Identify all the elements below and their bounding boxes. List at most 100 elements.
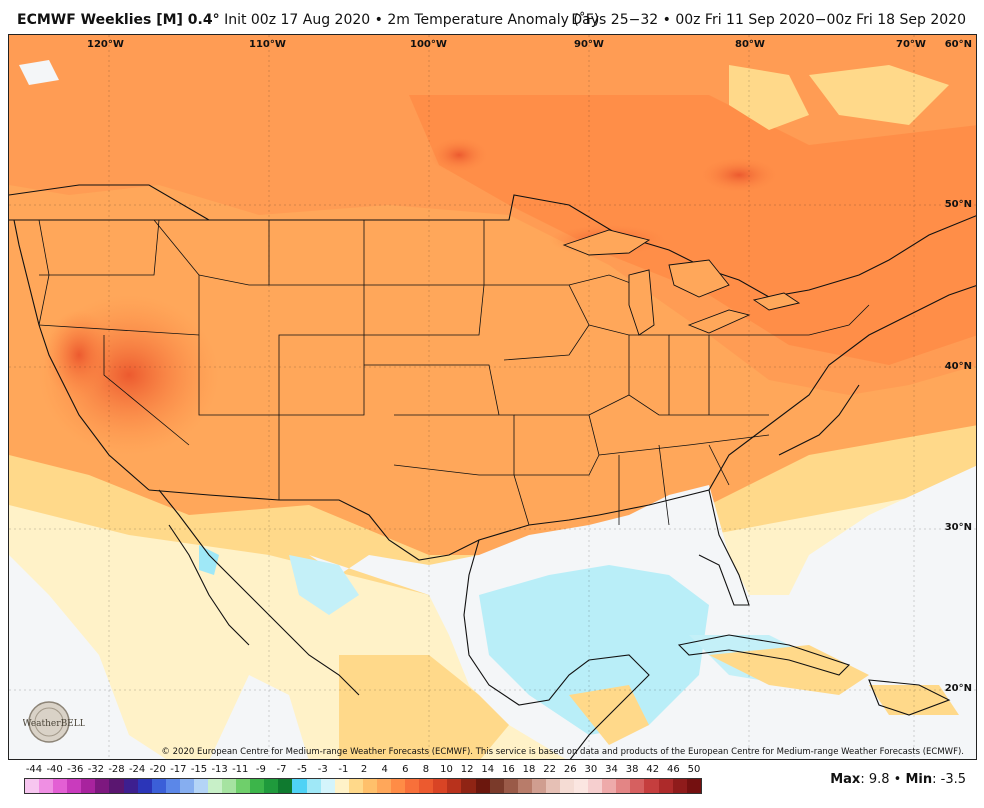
colorbar-tick-label: 16 [502, 764, 515, 775]
max-label: Max [830, 772, 861, 787]
colorbar-tick-label: 30 [584, 764, 598, 775]
colorbar-swatch [419, 779, 434, 793]
colorbar-swatch [348, 779, 363, 793]
colorbar-swatch [39, 779, 54, 793]
colorbar-swatch [405, 779, 420, 793]
colorbar-swatch [278, 779, 293, 793]
colorbar-swatch [376, 779, 392, 793]
colorbar-swatch [334, 779, 349, 793]
colorbar-tick-label: 8 [422, 764, 430, 775]
lon-label-70w: 70°W [896, 39, 926, 50]
lat-label-30n: 30°N [944, 522, 972, 533]
lon-label-100w: 100°W [410, 39, 447, 50]
colorbar-tick-label: 50 [687, 764, 701, 775]
colorbar-tick-label: -40 [46, 764, 63, 775]
colorbar-tick-label: 18 [522, 764, 536, 775]
colorbar-swatch [81, 779, 96, 793]
colorbar-swatch [222, 779, 237, 793]
colorbar-tick-label: 22 [543, 764, 556, 775]
colorbar-swatch [686, 779, 701, 793]
lat-label-20n: 20°N [944, 683, 972, 694]
colorbar-swatch [588, 779, 603, 793]
colorbar-swatch [264, 779, 279, 793]
colorbar-tick-label: -17 [170, 764, 187, 775]
hot-spot [44, 310, 114, 400]
colorbar-tick-label: 6 [402, 764, 409, 775]
hot-spot [699, 157, 779, 193]
product-name: ECMWF Weeklies [M] 0.4 [17, 12, 213, 28]
colorbar-tick-label: 38 [625, 764, 639, 775]
colorbar-swatch [658, 779, 673, 793]
colorbar-swatch [391, 779, 406, 793]
colorbar-swatch [672, 779, 687, 793]
colorbar-tick-label: 42 [646, 764, 660, 775]
colorbar-swatch [503, 779, 518, 793]
colorbar-tick-label: 12 [460, 764, 474, 775]
colorbar-tick-label: -15 [190, 764, 208, 775]
colorbar-swatch [53, 779, 68, 793]
colorbar-tick-label: -1 [338, 764, 349, 775]
colorbar-swatch [461, 779, 476, 793]
colorbar-swatch [137, 779, 152, 793]
colorbar-tick-label: 14 [481, 764, 495, 775]
colorbar-swatch [236, 779, 251, 793]
colorbar-tick-label: -3 [317, 764, 328, 775]
logo-text: WeatherBELL [23, 719, 85, 729]
colorbar-swatch [95, 779, 110, 793]
colorbar-tick-label: -20 [149, 764, 166, 775]
colorbar-swatch [531, 779, 546, 793]
colorbar-swatch [616, 779, 631, 793]
state-borders [38, 219, 870, 526]
colorbar-tick-label: -28 [108, 764, 125, 775]
header: ECMWF Weeklies [M] 0.4° Init 00z 17 Aug … [0, 0, 984, 34]
valid-period: Days 25−32 • 00z Fri 11 Sep 2020−00z Fri… [571, 12, 966, 28]
colorbar-swatch [25, 779, 40, 793]
lon-label-90w: 90°W [574, 39, 604, 50]
colorbar-tick-label: 34 [605, 764, 618, 775]
colorbar-swatch [489, 779, 504, 793]
colorbar-swatch [320, 779, 335, 793]
colorbar-swatch [644, 779, 659, 793]
colorbar-swatch [545, 779, 560, 793]
colorbar-swatch [574, 779, 589, 793]
colorbar-swatch [292, 779, 307, 793]
colorbar-tick-label: -9 [255, 764, 266, 775]
min-value: -3.5 [940, 772, 966, 787]
copyright-notice: © 2020 European Centre for Medium-range … [161, 747, 964, 757]
colorbar [24, 778, 702, 794]
colorbar-swatch [208, 779, 223, 793]
min-label: Min [905, 772, 933, 787]
lat-label-50n: 50°N [944, 199, 972, 210]
colorbar-tick-label: 46 [667, 764, 680, 775]
anomaly-map: 120°W 110°W 100°W 90°W 80°W 70°W 60°N 50… [8, 34, 977, 760]
colorbar-tick-label: -5 [297, 764, 308, 775]
colorbar-swatch [123, 779, 138, 793]
colorbar-swatch [433, 779, 448, 793]
colorbar-swatch [151, 779, 166, 793]
colorbar-swatch [250, 779, 265, 793]
colorbar-swatch [179, 779, 194, 793]
colorbar-tick-label: -32 [87, 764, 105, 775]
hot-spot [429, 137, 489, 173]
product-description: Init 00z 17 Aug 2020 • 2m Temperature An… [224, 12, 600, 28]
colorbar-tick-label: -11 [232, 764, 249, 775]
colorbar-tick-label: 2 [360, 764, 368, 775]
colorbar-swatch [109, 779, 124, 793]
colorbar-swatch [193, 779, 209, 793]
lat-label-40n: 40°N [944, 361, 972, 372]
colorbar-tick-label: 10 [440, 764, 453, 775]
max-value: 9.8 [868, 772, 890, 787]
great-lakes [562, 229, 801, 336]
colorbar-swatch [559, 779, 575, 793]
colorbar-swatch [517, 779, 532, 793]
colorbar-swatch [630, 779, 645, 793]
colorbar-swatch [67, 779, 82, 793]
lon-label-110w: 110°W [249, 39, 286, 50]
max-min-readout: Max: 9.8 • Min: -3.5 [830, 772, 966, 787]
header-title: ECMWF Weeklies [M] 0.4° Init 00z 17 Aug … [17, 12, 599, 28]
colorbar-tick-label: 4 [381, 764, 388, 775]
colorbar-swatch [447, 779, 462, 793]
cool-anomaly [479, 565, 709, 735]
colorbar-swatch [602, 779, 617, 793]
colorbar-tick-label: -7 [276, 764, 287, 775]
